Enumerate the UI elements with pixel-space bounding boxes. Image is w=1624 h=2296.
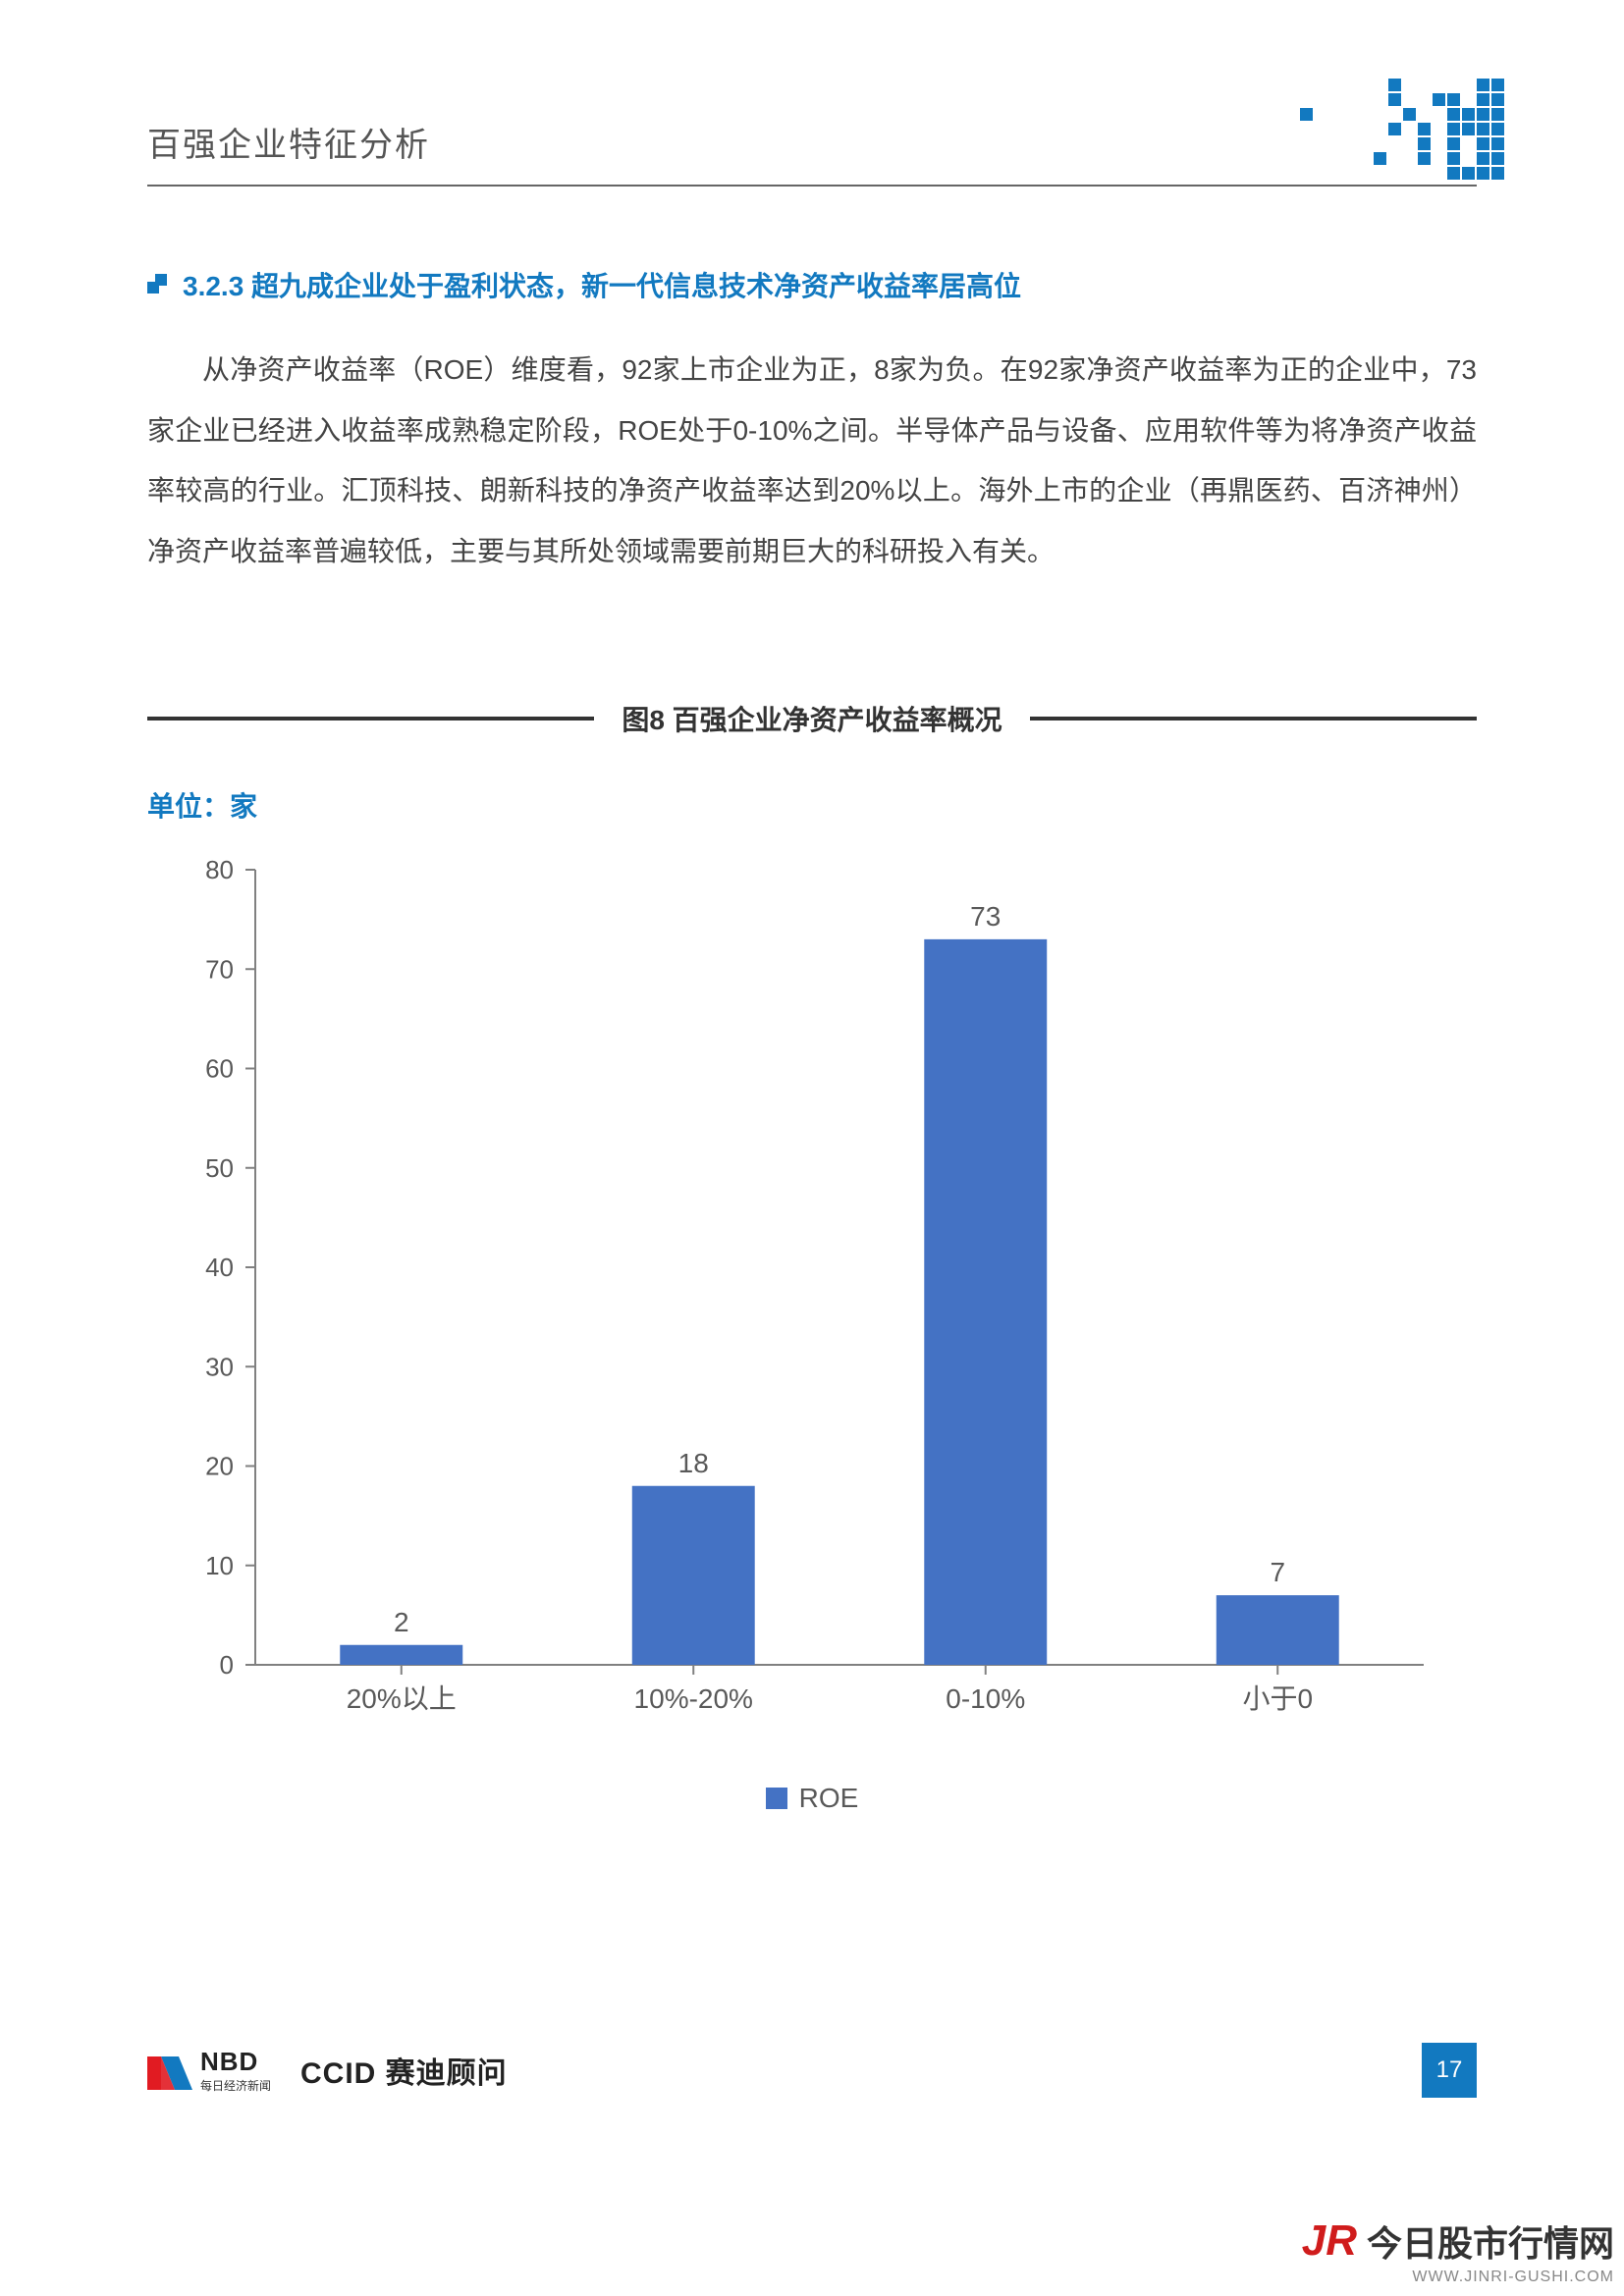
- y-tick-label: 80: [205, 860, 234, 884]
- figure-title-row: 图8 百强企业净资产收益率概况: [147, 699, 1477, 738]
- nbd-text: NBD: [200, 2047, 271, 2077]
- bar: [632, 1486, 755, 1665]
- x-category-label: 小于0: [1242, 1683, 1313, 1714]
- chart-legend: ROE: [147, 1783, 1477, 1814]
- watermark-jr: JR: [1302, 2216, 1357, 2266]
- nbd-logo: NBD 每日经济新闻: [147, 2047, 271, 2094]
- legend-label: ROE: [799, 1783, 859, 1813]
- bar-value-label: 73: [970, 901, 1001, 932]
- section-bullet-icon: [147, 274, 169, 295]
- roe-bar-chart: 0 10 20 30 40 50 60 70 80 2 20%以上 18 10%-20% 73 0-10% 7…: [147, 860, 1477, 1743]
- y-tick-label: 30: [205, 1353, 234, 1382]
- x-category-label: 10%-20%: [634, 1683, 753, 1714]
- page-number: 17: [1422, 2043, 1477, 2098]
- page-footer: NBD 每日经济新闻 CCID 赛迪顾问 17: [147, 2041, 1477, 2100]
- body-paragraph: 从净资产收益率（ROE）维度看，92家上市企业为正，8家为负。在92家净资产收益…: [147, 340, 1477, 581]
- y-tick-label: 70: [205, 955, 234, 985]
- bar: [924, 939, 1047, 1665]
- bar-value-label: 7: [1270, 1558, 1285, 1588]
- figure-rule-left: [147, 717, 594, 721]
- x-category-label: 0-10%: [946, 1683, 1025, 1714]
- y-tick-label: 20: [205, 1452, 234, 1481]
- nbd-subtext: 每日经济新闻: [200, 2077, 271, 2094]
- legend-swatch-icon: [766, 1788, 787, 1809]
- chart-unit-label: 单位：家: [147, 785, 1477, 825]
- y-tick-label: 50: [205, 1153, 234, 1183]
- y-tick-label: 10: [205, 1551, 234, 1580]
- bar-value-label: 2: [394, 1607, 409, 1637]
- section-heading: 3.2.3 超九成企业处于盈利状态，新一代信息技术净资产收益率居高位: [147, 265, 1477, 304]
- header-decoration-icon: [1300, 79, 1506, 187]
- y-tick-label: 40: [205, 1253, 234, 1282]
- watermark: JR 今日股市行情网 WWW.JINRI-GUSHI.COM: [1302, 2216, 1614, 2286]
- watermark-url: WWW.JINRI-GUSHI.COM: [1302, 2269, 1614, 2286]
- header-title: 百强企业特征分析: [147, 118, 1477, 182]
- y-tick-label: 0: [220, 1650, 234, 1680]
- figure-title: 图8 百强企业净资产收益率概况: [594, 699, 1029, 738]
- page-header: 百强企业特征分析: [147, 118, 1477, 187]
- nbd-mark-icon: [147, 2051, 192, 2090]
- bar-value-label: 18: [678, 1448, 709, 1478]
- bar: [1217, 1596, 1339, 1666]
- bar: [340, 1645, 462, 1665]
- y-tick-label: 60: [205, 1054, 234, 1084]
- x-category-label: 20%以上: [347, 1683, 457, 1714]
- footer-logos: NBD 每日经济新闻 CCID 赛迪顾问: [147, 2047, 508, 2094]
- figure-rule-right: [1030, 717, 1477, 721]
- section-heading-text: 3.2.3 超九成企业处于盈利状态，新一代信息技术净资产收益率居高位: [183, 265, 1021, 304]
- watermark-cn: 今日股市行情网: [1367, 2216, 1614, 2267]
- ccid-text: CCID 赛迪顾问: [300, 2049, 508, 2092]
